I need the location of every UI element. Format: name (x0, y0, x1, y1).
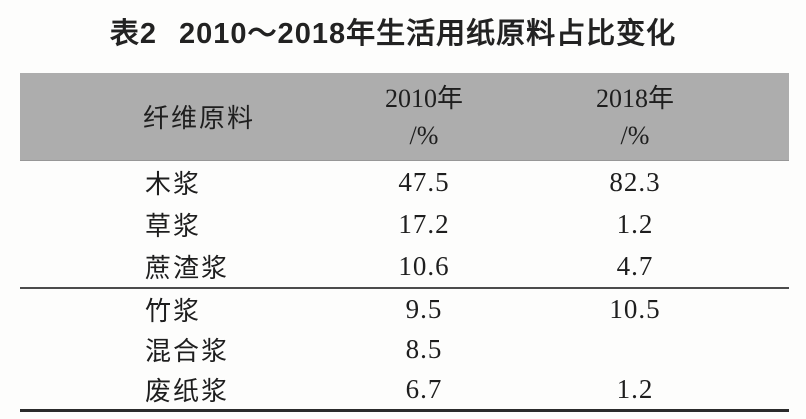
table-row-bamboo-pulp: 竹浆 9.5 10.5 (20, 289, 789, 329)
cell-material: 木浆 (145, 169, 202, 199)
table-caption: 表2 2010～2018年生活用纸原料占比变化 (0, 17, 786, 51)
cell-2010-value: 10.6 (398, 250, 450, 281)
table-mid-rule (20, 287, 789, 289)
cell-2010-value: 8.5 (405, 333, 443, 364)
table-row-wastepaper-pulp: 废纸浆 6.7 1.2 (20, 369, 789, 409)
header-cell-material: 纤维原料 (143, 104, 256, 133)
cell-2018-value: 1.2 (616, 208, 654, 239)
header-cell-2010: 2010年 /% (320, 80, 528, 154)
header-2018-unit: /% (620, 120, 650, 150)
cell-material: 蔗渣浆 (145, 253, 230, 283)
header-2010-unit: /% (409, 120, 439, 150)
cell-2010-value: 9.5 (405, 293, 443, 324)
table-row-wood-pulp: 木浆 47.5 82.3 (20, 161, 789, 203)
cell-2018-value: 82.3 (609, 166, 661, 197)
table-caption-title: 2010～2018年生活用纸原料占比变化 (179, 18, 677, 50)
cell-2018-value: 4.7 (616, 250, 654, 281)
table-bottom-rule (20, 409, 789, 412)
cell-2010-value: 47.5 (398, 166, 450, 197)
table-caption-label: 表2 (109, 18, 158, 50)
header-2010-year: 2010年 (384, 83, 463, 113)
cell-material: 废纸浆 (145, 376, 230, 406)
header-cell-2018: 2018年 /% (528, 80, 742, 154)
cell-material: 混合浆 (145, 336, 230, 366)
table-header-row: 纤维原料 2010年 /% 2018年 /% (20, 73, 789, 161)
cell-material: 竹浆 (145, 296, 202, 326)
cell-2018-value: 1.2 (616, 373, 654, 404)
table-body: 木浆 47.5 82.3 草浆 17.2 1.2 蔗渣浆 10.6 4.7 (20, 161, 789, 409)
table-row-mixed-pulp: 混合浆 8.5 (20, 329, 789, 369)
cell-2018-value: 10.5 (609, 293, 661, 324)
cell-2010-value: 17.2 (398, 208, 450, 239)
table-row-straw-pulp: 草浆 17.2 1.2 (20, 203, 789, 245)
table-row-bagasse-pulp: 蔗渣浆 10.6 4.7 (20, 245, 789, 287)
raw-material-table: 纤维原料 2010年 /% 2018年 /% 木浆 47.5 82.3 草浆 1… (20, 73, 789, 412)
header-2018-year: 2018年 (595, 83, 674, 113)
cell-2010-value: 6.7 (405, 373, 443, 404)
cell-material: 草浆 (145, 211, 202, 241)
